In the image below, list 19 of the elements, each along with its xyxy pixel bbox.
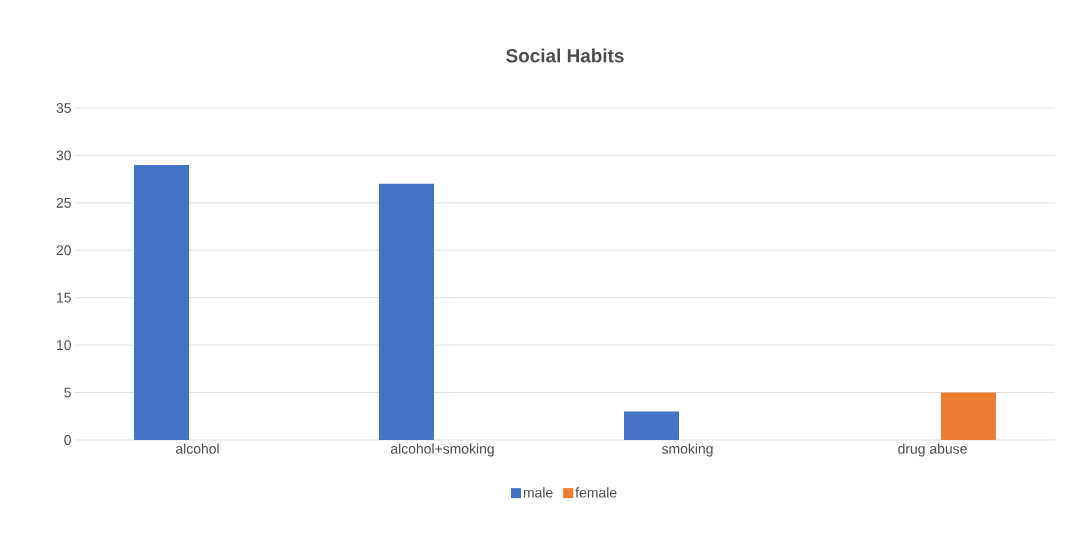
bar [379, 183, 435, 440]
x-tick-label: alcohol [176, 443, 219, 454]
y-tick-label: 30 [56, 150, 71, 161]
y-tick-label: 10 [57, 340, 71, 351]
legend-label: male [523, 487, 553, 498]
y-tick-label: 15 [57, 292, 71, 303]
x-tick-label: alcohol+smoking [390, 443, 494, 457]
legend-label: female [575, 487, 617, 498]
y-tick-label: 35 [56, 103, 71, 113]
bar [624, 411, 680, 440]
bar [134, 164, 190, 440]
bar [941, 392, 997, 440]
y-tick-label: 20 [56, 245, 71, 256]
chart-title: Social Habits [506, 48, 624, 63]
y-tick-label: 5 [64, 387, 71, 398]
x-tick-label: drug abuse [898, 443, 967, 457]
y-tick-label: 0 [64, 435, 71, 445]
x-tick-label: smoking [661, 443, 713, 457]
y-tick-label: 25 [56, 197, 71, 208]
